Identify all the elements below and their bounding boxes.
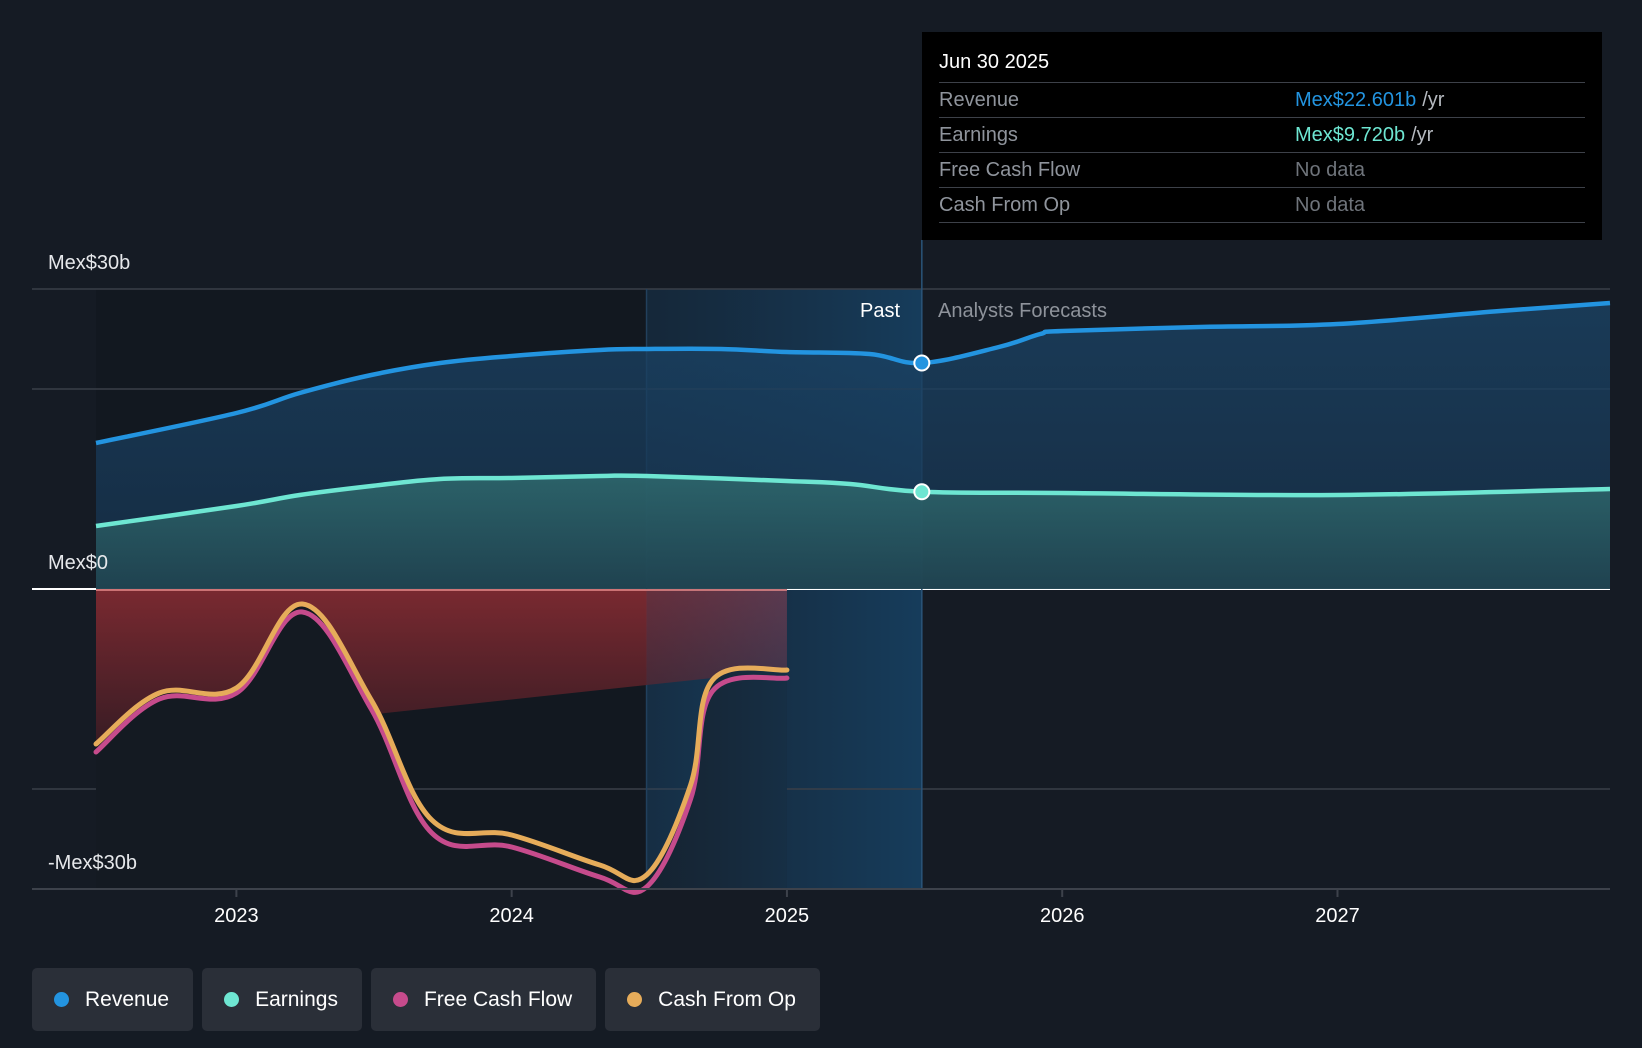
tooltip-label: Revenue	[939, 89, 1020, 111]
earnings-marker	[913, 483, 931, 501]
cfo-dot-icon	[627, 992, 643, 1007]
earnings-dot-icon	[224, 992, 240, 1007]
free-cash-flow-line	[93, 609, 790, 895]
x-tick-label: 2025	[765, 905, 810, 927]
legend-item-earnings[interactable]: Earnings	[202, 968, 362, 1031]
tooltip-label: Free Cash Flow	[939, 159, 1081, 181]
legend-label: Earnings	[255, 987, 338, 1011]
tooltip-unit: /yr	[1411, 124, 1434, 146]
legend-label: Revenue	[85, 987, 170, 1011]
past-label: Past	[860, 300, 901, 322]
y-label-zero: Mex$0	[48, 552, 109, 574]
tooltip-row-cfo: Cash From Op No data	[939, 188, 1585, 223]
tooltip-row-revenue: Revenue Mex$22.601b /yr	[939, 83, 1585, 118]
tooltip-label: Cash From Op	[939, 194, 1071, 216]
legend-item-cash-from-op[interactable]: Cash From Op	[605, 968, 820, 1031]
x-tick-label: 2026	[1040, 905, 1085, 927]
x-tick-label: 2023	[214, 905, 259, 927]
forecast-label: Analysts Forecasts	[938, 300, 1107, 322]
tooltip-row-fcf: Free Cash Flow No data	[939, 153, 1585, 188]
x-tick-label: 2024	[489, 905, 534, 927]
earnings-area	[96, 475, 1610, 589]
tooltip-date: Jun 30 2025	[939, 46, 1585, 83]
tooltip-value: No data	[1295, 159, 1366, 181]
below-cash-mask	[96, 603, 787, 889]
x-tick-label: 2027	[1315, 905, 1360, 927]
revenue-marker	[913, 354, 931, 372]
revenue-dot-icon	[54, 992, 69, 1007]
y-label-top: Mex$30b	[48, 252, 131, 274]
tooltip-value: Mex$9.720b	[1295, 124, 1406, 146]
legend-item-free-cash-flow[interactable]: Free Cash Flow	[370, 968, 597, 1031]
tooltip-value: Mex$22.601b	[1295, 89, 1417, 111]
tooltip-row-earnings: Earnings Mex$9.720b /yr	[939, 118, 1585, 153]
legend: Revenue Earnings Free Cash Flow Cash Fro…	[32, 968, 820, 1031]
fcf-dot-icon	[392, 992, 408, 1007]
tooltip-label: Earnings	[939, 124, 1018, 146]
revenue-line	[95, 300, 1611, 446]
earnings-line	[95, 473, 1611, 529]
tooltip-value: No data	[1295, 194, 1366, 216]
tooltip: Jun 30 2025 Revenue Mex$22.601b /yr Earn…	[922, 32, 1602, 240]
legend-label: Free Cash Flow	[423, 987, 573, 1011]
cash-from-op-line	[93, 601, 790, 883]
legend-label: Cash From Op	[658, 987, 796, 1011]
tooltip-unit: /yr	[1422, 89, 1445, 111]
y-label-bottom: -Mex$30b	[48, 852, 137, 874]
legend-item-revenue[interactable]: Revenue	[32, 968, 194, 1031]
